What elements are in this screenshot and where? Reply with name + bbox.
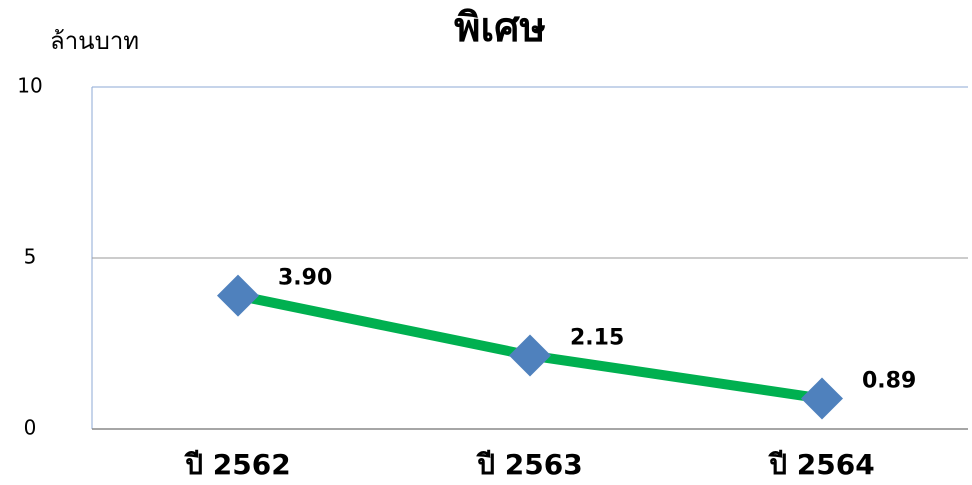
y-tick-label: 10 <box>17 74 42 98</box>
chart-title: พิเศษ <box>454 5 546 51</box>
data-label: 2.15 <box>570 325 624 350</box>
x-tick-label: ปี 2562 <box>183 448 290 481</box>
y-tick-label: 0 <box>24 416 37 440</box>
x-tick-label: ปี 2564 <box>767 448 874 481</box>
marker <box>509 334 551 377</box>
marker <box>217 274 259 317</box>
marker <box>801 377 843 420</box>
y-axis-label: ล้านบาท <box>50 27 139 55</box>
x-tick-label: ปี 2563 <box>475 448 582 481</box>
y-tick-label: 5 <box>24 245 37 269</box>
data-label: 0.89 <box>862 369 916 394</box>
data-label: 3.90 <box>278 266 332 291</box>
